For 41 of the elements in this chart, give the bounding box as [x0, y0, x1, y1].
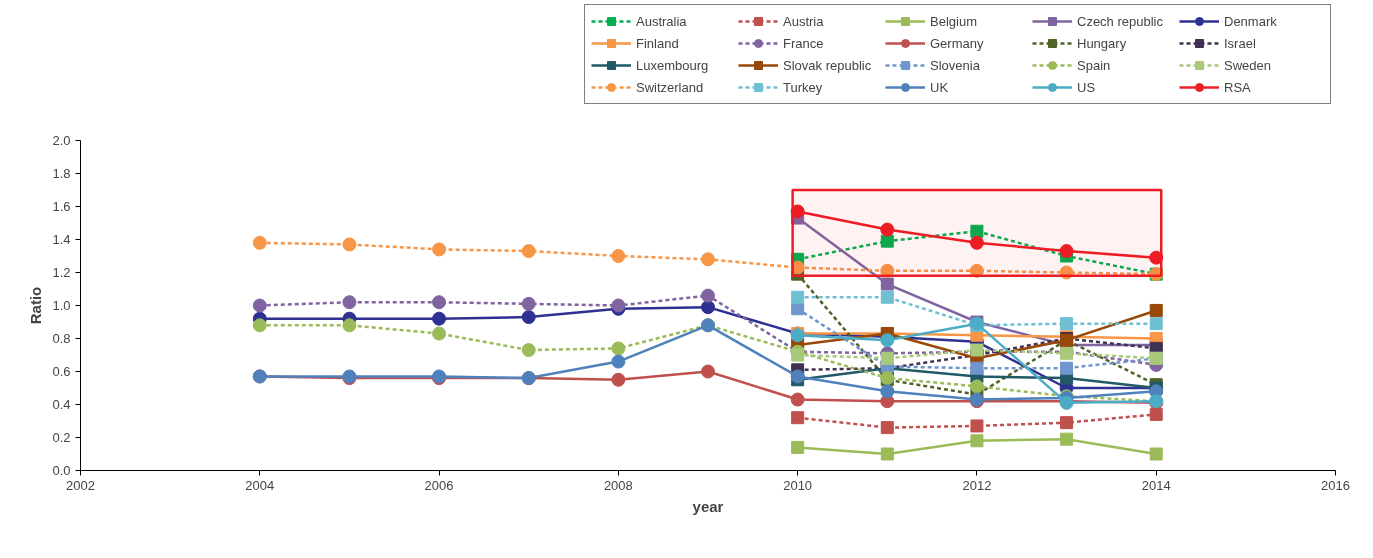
legend-label: Luxembourg — [636, 57, 710, 73]
legend-label: Israel — [1224, 35, 1257, 51]
x-tick-label: 2014 — [1141, 477, 1171, 493]
legend-label: Spain — [1077, 57, 1112, 73]
legend-label: Denmark — [1224, 13, 1278, 29]
y-tick-label: 0.2 — [52, 430, 71, 445]
x-tick-label: 2006 — [424, 477, 454, 493]
y-tick-label: 0.4 — [52, 397, 71, 412]
legend-label: Austria — [783, 13, 825, 29]
legend-label: Hungary — [1077, 35, 1128, 51]
legend-label: Slovak republic — [783, 57, 873, 73]
x-tick-label: 2004 — [245, 477, 275, 493]
legend-label: RSA — [1224, 79, 1252, 95]
legend-label: Australia — [636, 13, 688, 29]
legend-label: US — [1077, 79, 1097, 95]
legend-label: Slovenia — [930, 57, 981, 73]
legend-label: Sweden — [1224, 57, 1272, 73]
y-tick-label: 0.0 — [52, 463, 71, 478]
y-tick-label: 1.0 — [52, 298, 71, 313]
y-tick-label: 0.8 — [52, 331, 71, 346]
legend-label: UK — [930, 79, 950, 95]
x-axis-title: year — [692, 497, 724, 515]
x-tick-label: 2016 — [1321, 477, 1350, 493]
legend-label: Turkey — [783, 79, 824, 95]
y-axis-title: Ratio — [27, 286, 45, 325]
legend-label: France — [783, 35, 825, 51]
x-tick-label: 2008 — [603, 477, 633, 493]
y-tick-label: 0.6 — [52, 364, 71, 379]
legend-label: Switzerland — [636, 79, 705, 95]
legend-label: Czech republic — [1077, 13, 1164, 29]
x-tick-label: 2012 — [962, 477, 992, 493]
legend-label: Finland — [636, 35, 680, 51]
x-tick-label: 2002 — [66, 477, 95, 493]
legend-label: Belgium — [930, 13, 978, 29]
y-tick-label: 1.2 — [52, 265, 71, 280]
legend-label: Germany — [930, 35, 985, 51]
y-tick-label: 2.0 — [52, 133, 71, 148]
y-tick-label: 1.8 — [52, 166, 71, 181]
x-tick-label: 2010 — [783, 477, 813, 493]
y-tick-label: 1.4 — [52, 232, 71, 247]
y-tick-label: 1.6 — [52, 199, 71, 214]
